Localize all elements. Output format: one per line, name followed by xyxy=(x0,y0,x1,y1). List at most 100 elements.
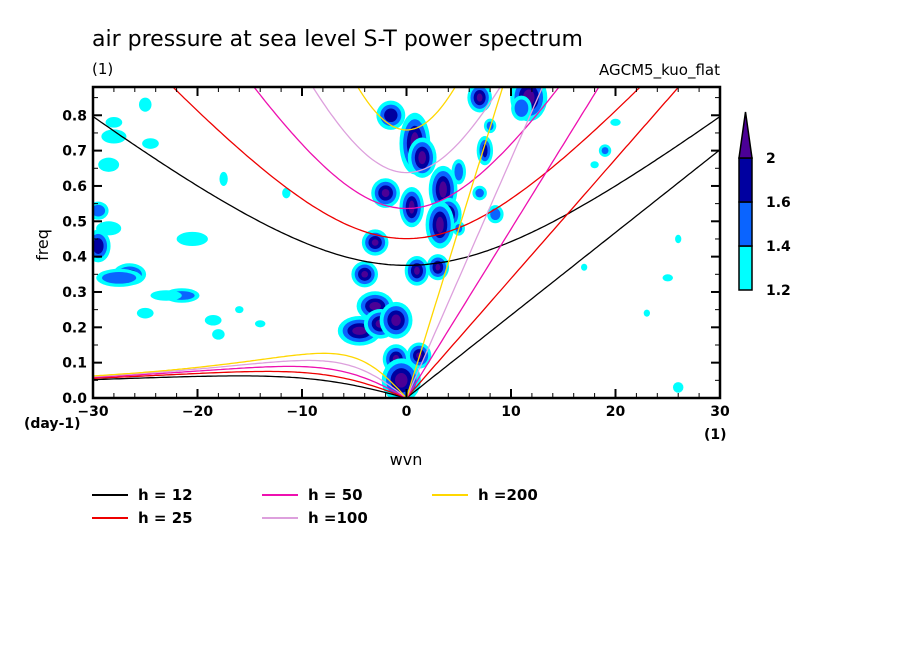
contour-blob xyxy=(204,314,222,326)
contour-fill-layer xyxy=(93,87,684,398)
contour-blob xyxy=(361,271,369,278)
gravity-wave-curve xyxy=(93,115,720,266)
x-axis-unit: (1) xyxy=(704,427,727,443)
contour-blob xyxy=(436,216,444,233)
contour-blob xyxy=(101,272,137,284)
gravity-wave-curve xyxy=(311,87,502,174)
legend-label: h =100 xyxy=(308,509,368,527)
x-tick-label: 20 xyxy=(606,404,626,420)
x-axis-label: wvn xyxy=(390,450,423,469)
contour-blob xyxy=(93,238,104,254)
rossby-curve xyxy=(93,370,407,398)
rossby-curve xyxy=(93,352,407,398)
kelvin-curve xyxy=(405,87,544,398)
colorbar-label: 1.2 xyxy=(766,283,791,299)
gravity-wave-curve xyxy=(171,87,642,240)
contour-blob xyxy=(282,187,291,199)
y-axis-unit: (day-1) xyxy=(24,416,81,432)
contour-blob xyxy=(254,320,266,328)
contour-blob xyxy=(514,99,529,117)
legend-label: h = 25 xyxy=(138,509,193,527)
contour-blob xyxy=(391,314,401,326)
x-tick-label: −10 xyxy=(286,404,317,420)
contour-blob xyxy=(581,263,588,271)
contour-blob xyxy=(439,181,447,198)
x-tick-label: −20 xyxy=(182,404,213,420)
contour-blob xyxy=(98,157,120,172)
y-tick-label: 0.6 xyxy=(62,179,87,195)
contour-blob xyxy=(176,231,208,247)
contour-blob xyxy=(475,188,484,198)
contour-blob xyxy=(643,309,650,317)
legend: h = 12 h = 25 h = 50 h =100 h =200 xyxy=(92,486,538,527)
contour-blob xyxy=(150,290,182,301)
contour-blob xyxy=(212,329,225,340)
x-tick-label: 10 xyxy=(501,404,521,420)
colorbar-label: 1.6 xyxy=(766,195,791,211)
colorbar-segment xyxy=(738,245,753,291)
contour-blob xyxy=(435,263,441,271)
contour-blob xyxy=(138,97,152,112)
rossby-curve xyxy=(93,359,407,398)
x-tick-label: −30 xyxy=(77,404,108,420)
kelvin-curve xyxy=(405,87,504,398)
colorbar-label: 1.4 xyxy=(766,239,791,255)
kelvin-curve xyxy=(406,87,680,398)
colorbar: 1.2 1.4 1.6 2 xyxy=(738,111,791,299)
colorbar-label: 2 xyxy=(766,151,776,167)
gravity-wave-curve xyxy=(253,87,560,210)
contour-blob xyxy=(219,171,228,186)
rossby-curve xyxy=(93,365,407,398)
contour-blob xyxy=(352,326,367,335)
y-tick-label: 0.0 xyxy=(62,391,87,407)
contour-blob xyxy=(675,234,682,244)
kelvin-curve xyxy=(405,87,600,398)
contour-blob xyxy=(93,204,106,217)
y-tick-label: 0.8 xyxy=(62,108,87,124)
contour-blob xyxy=(136,307,154,319)
contour-blob xyxy=(414,266,420,275)
y-tick-label: 0.4 xyxy=(62,250,87,266)
contour-blob xyxy=(672,382,684,393)
contour-blob xyxy=(490,208,501,221)
y-tick-label: 0.2 xyxy=(62,320,87,336)
contour-blob xyxy=(369,302,381,311)
x-tick-label: 30 xyxy=(710,404,730,420)
y-tick-label: 0.7 xyxy=(62,144,87,160)
colorbar-extend-arrow xyxy=(738,111,753,159)
contour-blob xyxy=(142,138,159,149)
contour-blob xyxy=(384,108,398,123)
gravity-wave-curve xyxy=(357,87,456,131)
y-tick-label: 0.1 xyxy=(62,356,87,372)
contour-blob xyxy=(381,188,390,198)
legend-label: h =200 xyxy=(478,486,538,504)
contour-blob xyxy=(408,200,415,214)
y-tick-label: 0.5 xyxy=(62,214,87,230)
axis-ticks: −30 −20 −10 0 10 20 30 0.0 0.1 0.2 0.3 0.4 0.5 0.6 0.7… xyxy=(62,87,730,420)
colorbar-segment xyxy=(738,201,753,247)
colorbar-segment xyxy=(738,157,753,203)
contour-blob xyxy=(105,117,123,128)
subtitle-units: (1) xyxy=(92,60,113,78)
contour-blob xyxy=(454,163,464,181)
contour-blob xyxy=(476,93,483,102)
dispersion-curves-layer xyxy=(93,87,720,398)
contour-blob xyxy=(601,147,609,155)
subtitle-model: AGCM5_kuo_flat xyxy=(599,61,720,80)
contour-blob xyxy=(96,221,122,236)
y-tick-label: 0.3 xyxy=(62,285,87,301)
chart-title: air pressure at sea level S-T power spec… xyxy=(92,27,583,52)
contour-blob xyxy=(101,129,127,144)
contour-blob xyxy=(235,306,244,314)
legend-label: h = 50 xyxy=(308,486,363,504)
contour-blob xyxy=(590,161,599,169)
y-axis-label: freq xyxy=(33,229,52,261)
contour-blob xyxy=(371,239,379,246)
contour-blob xyxy=(418,151,427,165)
contour-blob xyxy=(610,118,621,126)
kelvin-curve xyxy=(406,149,720,398)
legend-label: h = 12 xyxy=(138,486,193,504)
contour-blob xyxy=(662,274,673,282)
rossby-curve xyxy=(93,375,407,398)
